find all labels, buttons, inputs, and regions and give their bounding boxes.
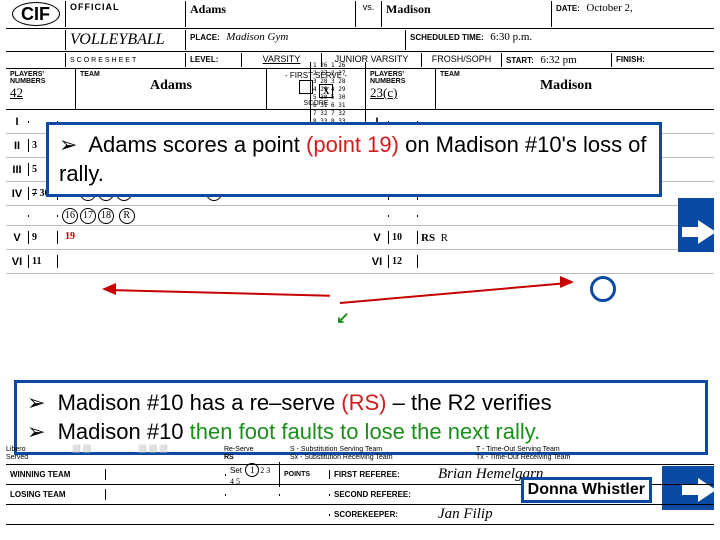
rs-circle-annotation xyxy=(590,276,616,302)
team-b-label: Madison xyxy=(386,2,431,16)
libero-label: LiberoServed xyxy=(6,446,66,462)
ref2-signature-box: Donna Whistler xyxy=(521,477,652,503)
pn-label-a: PLAYERS'NUMBERS xyxy=(10,71,71,85)
team-name-b: TEAM Madison xyxy=(436,69,696,109)
header-row-2: VOLLEYBALL PLACE: Madison Gym SCHEDULED … xyxy=(6,29,714,52)
grid-row-5: V 9 19 V 10 RS R xyxy=(6,226,714,250)
sched-label: SCHEDULED TIME: xyxy=(410,33,484,42)
team-a-label: Adams xyxy=(190,2,226,16)
level-label: LEVEL: xyxy=(190,55,218,64)
place-label: PLACE: xyxy=(190,33,220,42)
grid-row-4b: 161718 R xyxy=(6,206,714,226)
pn-value-b: 23(c) xyxy=(370,85,431,101)
start-label: START: xyxy=(506,56,534,65)
next-arrow-icon xyxy=(698,220,716,244)
volleyball-title: VOLLEYBALL xyxy=(70,31,165,48)
green-dashed-arrow: ↙ xyxy=(336,308,349,328)
finish-label: FINISH: xyxy=(616,55,645,64)
losing-team-label: LOSING TEAM xyxy=(6,489,106,500)
date-value: October 2, xyxy=(582,2,632,14)
team-name-a: TEAM Adams xyxy=(76,69,266,109)
level-fs: FROSH/SOPH xyxy=(422,53,502,67)
header-row-1: CIF OFFICIAL Adams vs. Madison DATE: Oct… xyxy=(6,0,714,29)
scoresheet-label: SCORESHEET xyxy=(70,57,138,64)
grid-row-6: VI 11 VI 12 xyxy=(6,250,714,274)
tx-label: T - Time-Out Serving TeamTx - Time-Out R… xyxy=(476,446,646,462)
bottom-area: LiberoServed ⬜ ⬜ ⬜ ⬜ ⬜ Re-ServeRS S - Su… xyxy=(6,444,714,525)
red-arrow-left xyxy=(110,289,330,297)
callout-1: ➢ Adams scores a point (point 19) on Mad… xyxy=(46,122,662,197)
red-arrow-left-head xyxy=(102,283,116,295)
winning-team-label: WINNING TEAM xyxy=(6,469,106,480)
sched-value: 6:30 p.m. xyxy=(486,31,532,43)
vs-label: vs. xyxy=(356,1,382,27)
sx-label: S - Substitution Serving TeamSx - Substi… xyxy=(290,446,470,462)
red-arrow-right xyxy=(340,282,571,304)
date-label: DATE: xyxy=(556,4,580,13)
rs-label: Re-ServeRS xyxy=(224,446,284,462)
place-value: Madison Gym xyxy=(222,31,288,43)
red-arrow-right-head xyxy=(560,276,574,288)
blue-next-block-1 xyxy=(678,198,714,252)
start-value: 6:32 pm xyxy=(536,54,576,66)
pn-value-a: 42 xyxy=(10,85,71,101)
cif-logo: CIF xyxy=(12,2,60,26)
official-label: OFFICIAL xyxy=(70,2,181,12)
pn-label-b: PLAYERS'NUMBERS xyxy=(370,71,431,85)
scorekeeper-signature: Jan Filip xyxy=(434,505,497,524)
